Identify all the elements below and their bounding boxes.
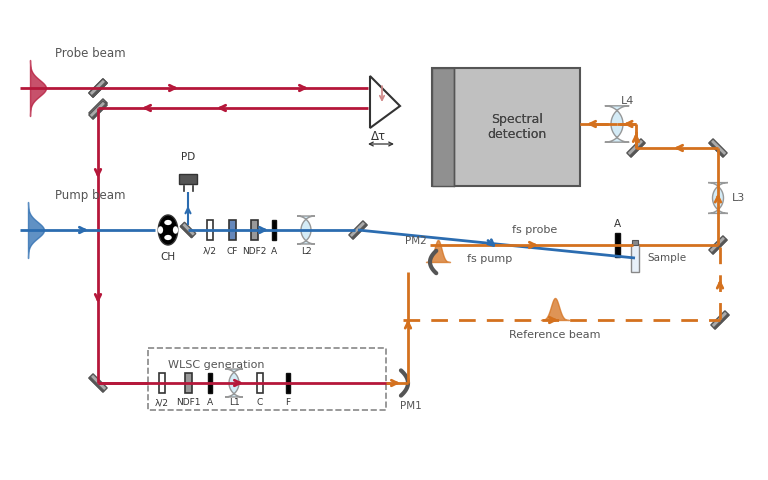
Text: Δτ: Δτ <box>370 130 386 143</box>
Bar <box>272 220 276 240</box>
Polygon shape <box>91 82 108 97</box>
Bar <box>148 348 386 410</box>
Text: fs probe: fs probe <box>512 225 558 235</box>
Bar <box>257 373 263 393</box>
Text: Probe beam: Probe beam <box>55 47 126 60</box>
Polygon shape <box>91 104 108 119</box>
Bar <box>208 373 212 393</box>
Bar <box>207 220 213 240</box>
Text: WLSC generation: WLSC generation <box>168 360 264 370</box>
Polygon shape <box>91 82 108 97</box>
Text: A: A <box>207 398 213 407</box>
Bar <box>229 220 236 240</box>
Polygon shape <box>711 311 729 329</box>
Text: L2: L2 <box>301 247 311 256</box>
Polygon shape <box>91 102 108 117</box>
Text: A: A <box>271 247 277 256</box>
Text: L4: L4 <box>621 96 634 106</box>
Polygon shape <box>297 216 315 244</box>
Polygon shape <box>709 139 727 157</box>
Polygon shape <box>349 221 367 239</box>
Text: NDF1: NDF1 <box>176 398 200 407</box>
Polygon shape <box>89 377 104 392</box>
Polygon shape <box>370 76 400 128</box>
Ellipse shape <box>158 215 177 245</box>
Polygon shape <box>604 106 629 142</box>
Polygon shape <box>352 224 367 239</box>
Text: F: F <box>286 398 290 407</box>
Bar <box>159 373 165 393</box>
Text: PM2: PM2 <box>406 236 427 246</box>
Polygon shape <box>713 313 729 329</box>
Text: A: A <box>614 219 621 229</box>
Ellipse shape <box>158 226 163 234</box>
Polygon shape <box>627 139 645 157</box>
Text: CF: CF <box>227 247 237 256</box>
Polygon shape <box>709 236 727 254</box>
Text: L1: L1 <box>229 398 240 407</box>
Ellipse shape <box>164 235 172 240</box>
Bar <box>179 174 197 184</box>
Bar <box>286 373 290 393</box>
Ellipse shape <box>173 226 178 234</box>
Bar <box>432 68 580 186</box>
Polygon shape <box>708 182 728 214</box>
Text: PM1: PM1 <box>400 401 422 411</box>
Bar <box>632 240 638 245</box>
Text: NDF2: NDF2 <box>242 247 266 256</box>
Text: Sample: Sample <box>647 253 686 263</box>
Text: CH: CH <box>161 252 176 262</box>
Text: PD: PD <box>181 152 195 162</box>
Polygon shape <box>712 239 727 254</box>
Text: L3: L3 <box>732 193 745 203</box>
Polygon shape <box>180 225 193 238</box>
Polygon shape <box>89 99 108 117</box>
Polygon shape <box>89 374 108 392</box>
Text: λ/2: λ/2 <box>203 247 217 256</box>
Text: λ/2: λ/2 <box>155 398 169 407</box>
Bar <box>631 244 639 272</box>
Text: Reference beam: Reference beam <box>509 330 601 340</box>
Polygon shape <box>89 79 108 97</box>
Text: Spectral
detection: Spectral detection <box>488 113 547 141</box>
Polygon shape <box>180 222 196 238</box>
Text: Spectral
detection: Spectral detection <box>488 113 547 141</box>
Text: C: C <box>257 398 263 407</box>
Polygon shape <box>225 369 243 397</box>
Polygon shape <box>89 101 108 119</box>
Polygon shape <box>709 142 724 157</box>
Bar <box>614 233 620 257</box>
Bar <box>250 220 257 240</box>
Text: fs pump: fs pump <box>468 254 512 264</box>
Polygon shape <box>89 79 108 97</box>
Bar <box>432 68 454 186</box>
Polygon shape <box>630 142 645 157</box>
Bar <box>184 373 191 393</box>
Ellipse shape <box>164 220 172 225</box>
Text: Pump beam: Pump beam <box>55 189 125 202</box>
